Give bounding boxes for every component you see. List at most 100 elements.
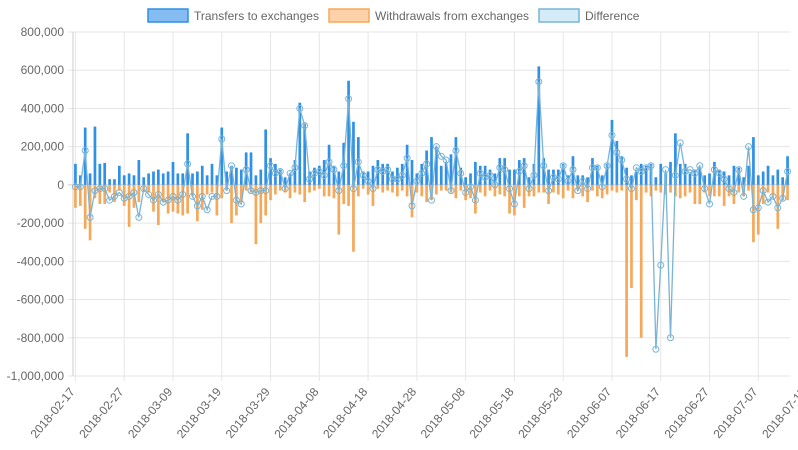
bar-transfers[interactable]	[761, 171, 765, 185]
bar-transfers[interactable]	[113, 179, 116, 185]
bar-withdrawals[interactable]	[591, 184, 594, 191]
bar-transfers[interactable]	[513, 169, 516, 185]
bar-transfers[interactable]	[537, 66, 541, 185]
bar-transfers[interactable]	[230, 165, 233, 185]
difference-point[interactable]	[510, 200, 518, 208]
bar-withdrawals[interactable]	[220, 184, 224, 199]
bar-withdrawals[interactable]	[117, 184, 121, 191]
difference-point[interactable]	[154, 190, 162, 198]
bar-transfers[interactable]	[274, 163, 277, 185]
bar-withdrawals[interactable]	[361, 184, 365, 189]
bar-withdrawals[interactable]	[381, 184, 385, 193]
bar-transfers[interactable]	[756, 175, 760, 185]
bar-withdrawals[interactable]	[420, 184, 424, 197]
bar-withdrawals[interactable]	[274, 184, 277, 195]
bar-transfers[interactable]	[732, 165, 736, 185]
bar-withdrawals[interactable]	[303, 184, 307, 203]
bar-transfers[interactable]	[576, 175, 580, 185]
difference-point[interactable]	[501, 166, 509, 174]
difference-point[interactable]	[76, 183, 84, 191]
bar-transfers[interactable]	[283, 177, 287, 185]
difference-point[interactable]	[667, 334, 674, 342]
bar-transfers[interactable]	[147, 173, 150, 185]
bar-withdrawals[interactable]	[171, 184, 175, 212]
bar-transfers[interactable]	[410, 160, 414, 185]
difference-point[interactable]	[784, 168, 792, 176]
bar-transfers[interactable]	[615, 140, 619, 185]
difference-point[interactable]	[506, 185, 514, 193]
bar-transfers[interactable]	[317, 165, 321, 185]
bar-withdrawals[interactable]	[74, 184, 77, 208]
bar-transfers[interactable]	[152, 171, 155, 185]
difference-point[interactable]	[608, 131, 616, 139]
bar-withdrawals[interactable]	[625, 184, 628, 357]
bar-withdrawals[interactable]	[78, 184, 82, 206]
difference-point[interactable]	[325, 158, 333, 166]
difference-point[interactable]	[213, 192, 221, 200]
difference-point[interactable]	[228, 162, 236, 170]
bar-withdrawals[interactable]	[298, 184, 302, 195]
bar-transfers[interactable]	[132, 175, 136, 185]
bar-withdrawals[interactable]	[683, 184, 687, 197]
difference-point[interactable]	[320, 171, 328, 179]
difference-point[interactable]	[257, 187, 265, 195]
bar-transfers[interactable]	[703, 175, 706, 185]
bar-withdrawals[interactable]	[386, 184, 389, 191]
bar-withdrawals[interactable]	[517, 184, 521, 197]
bar-withdrawals[interactable]	[215, 184, 219, 216]
bar-withdrawals[interactable]	[488, 184, 492, 191]
bar-transfers[interactable]	[239, 169, 243, 185]
bar-withdrawals[interactable]	[327, 184, 331, 197]
bar-transfers[interactable]	[235, 167, 238, 185]
bar-transfers[interactable]	[454, 137, 458, 185]
bar-withdrawals[interactable]	[147, 184, 150, 193]
bar-withdrawals[interactable]	[264, 184, 268, 216]
difference-point[interactable]	[340, 162, 348, 170]
difference-point[interactable]	[71, 183, 79, 191]
difference-point[interactable]	[652, 345, 660, 353]
bar-transfers[interactable]	[337, 171, 341, 185]
difference-point[interactable]	[471, 196, 479, 204]
bar-transfers[interactable]	[742, 177, 746, 185]
bar-withdrawals[interactable]	[483, 184, 487, 197]
bar-transfers[interactable]	[78, 175, 82, 185]
difference-point[interactable]	[603, 162, 611, 170]
difference-point[interactable]	[345, 95, 353, 103]
bar-withdrawals[interactable]	[532, 184, 536, 197]
bar-withdrawals[interactable]	[415, 184, 419, 193]
difference-point[interactable]	[491, 181, 499, 189]
difference-point[interactable]	[174, 196, 182, 204]
bar-transfers[interactable]	[278, 169, 282, 185]
bar-transfers[interactable]	[586, 177, 589, 185]
bar-withdrawals[interactable]	[371, 184, 375, 206]
bar-transfers[interactable]	[205, 175, 209, 185]
bar-transfers[interactable]	[161, 173, 165, 185]
bar-withdrawals[interactable]	[166, 184, 170, 214]
difference-point[interactable]	[130, 189, 138, 197]
difference-point[interactable]	[208, 192, 216, 200]
bar-withdrawals[interactable]	[786, 184, 789, 201]
bar-transfers[interactable]	[157, 169, 160, 185]
bar-withdrawals[interactable]	[688, 184, 692, 193]
bar-transfers[interactable]	[405, 144, 409, 185]
bar-transfers[interactable]	[254, 175, 258, 185]
difference-point[interactable]	[203, 206, 211, 214]
bar-transfers[interactable]	[630, 175, 633, 185]
difference-point[interactable]	[403, 154, 411, 162]
bar-transfers[interactable]	[717, 169, 721, 185]
bar-withdrawals[interactable]	[391, 184, 394, 193]
bar-withdrawals[interactable]	[752, 184, 755, 243]
difference-point[interactable]	[437, 152, 445, 160]
difference-point[interactable]	[193, 202, 201, 210]
bar-withdrawals[interactable]	[478, 184, 482, 193]
bar-transfers[interactable]	[298, 102, 302, 185]
bar-withdrawals[interactable]	[400, 184, 404, 191]
bar-withdrawals[interactable]	[439, 184, 443, 191]
difference-point[interactable]	[569, 166, 577, 174]
bar-transfers[interactable]	[142, 177, 146, 185]
bar-transfers[interactable]	[244, 152, 248, 185]
bar-transfers[interactable]	[264, 129, 268, 185]
bar-withdrawals[interactable]	[581, 184, 585, 197]
bar-withdrawals[interactable]	[498, 184, 502, 195]
difference-point[interactable]	[691, 169, 699, 177]
